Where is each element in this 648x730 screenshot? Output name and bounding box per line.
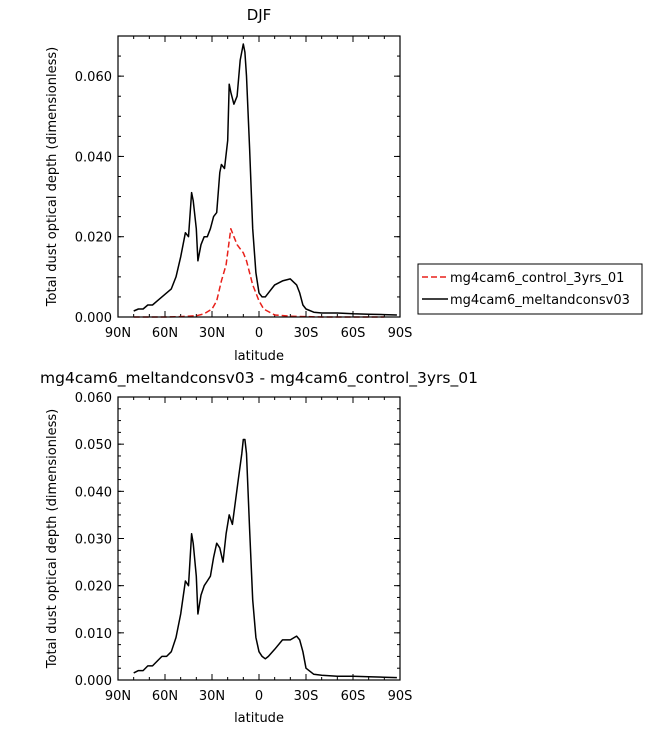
x-tick-label: 90S bbox=[388, 689, 413, 704]
x-tick-label: 30N bbox=[199, 689, 225, 704]
y-tick-label: 0.050 bbox=[75, 438, 112, 453]
y-tick-label: 0.060 bbox=[75, 391, 112, 406]
x-axis-label: latitude bbox=[234, 711, 284, 726]
y-tick-label: 0.000 bbox=[75, 674, 112, 689]
plot-frame bbox=[117, 396, 401, 681]
legend-box bbox=[417, 263, 643, 315]
y-tick-label: 0.010 bbox=[75, 627, 112, 642]
x-axis-label: latitude bbox=[234, 349, 284, 364]
x-tick-label: 90N bbox=[105, 326, 131, 341]
y-axis-label: Total dust optical depth (dimensionless) bbox=[45, 47, 60, 307]
y-tick-label: 0.040 bbox=[75, 150, 112, 165]
series-line-1 bbox=[133, 227, 385, 318]
x-tick-label: 60S bbox=[341, 689, 366, 704]
x-tick-label: 90N bbox=[105, 689, 131, 704]
y-tick-label: 0.000 bbox=[75, 311, 112, 326]
x-tick-label: 60N bbox=[152, 326, 178, 341]
x-tick-label: 90S bbox=[388, 326, 413, 341]
chart-panel-1: DJF 90N 60N 30N 0 30S 60S 90S 0.000 0.020 0.040 0.0… bbox=[45, 6, 643, 364]
y-tick-label: 0.020 bbox=[75, 580, 112, 595]
plot-frame bbox=[117, 35, 401, 318]
x-tick-label: 60N bbox=[152, 689, 178, 704]
y-tick-label: 0.040 bbox=[75, 485, 112, 500]
y-tick-label: 0.060 bbox=[75, 70, 112, 85]
x-tick-label: 60S bbox=[341, 326, 366, 341]
x-tick-label: 30N bbox=[199, 326, 225, 341]
legend-label-1: mg4cam6_control_3yrs_01 bbox=[450, 271, 624, 286]
series-line-2 bbox=[133, 43, 397, 316]
y-tick-label: 0.020 bbox=[75, 231, 112, 246]
x-tick-label: 0 bbox=[255, 689, 263, 704]
y-axis-label: Total dust optical depth (dimensionless) bbox=[45, 409, 60, 669]
chart-panel-2: mg4cam6_meltandconsv03 - mg4cam6_control… bbox=[40, 369, 478, 726]
y-tick-label: 0.030 bbox=[75, 533, 112, 548]
x-tick-label: 30S bbox=[294, 326, 319, 341]
x-tick-label: 0 bbox=[255, 326, 263, 341]
x-tick-label: 30S bbox=[294, 689, 319, 704]
chart-title: mg4cam6_meltandconsv03 - mg4cam6_control… bbox=[40, 369, 478, 388]
chart-title: DJF bbox=[247, 6, 272, 24]
legend-label-2: mg4cam6_meltandconsv03 bbox=[450, 293, 630, 308]
legend: mg4cam6_control_3yrs_01 mg4cam6_meltandco… bbox=[417, 263, 643, 315]
series-line-1 bbox=[133, 438, 397, 679]
